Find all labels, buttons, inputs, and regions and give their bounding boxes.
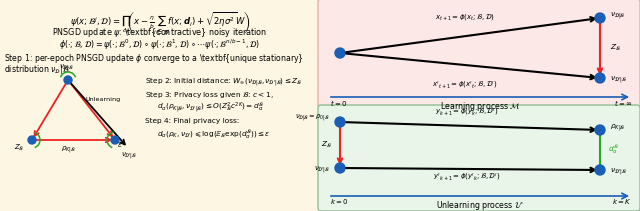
Text: $\nu_{\mathcal{D}|\mathcal{B}} = \rho_{0|\mathcal{B}}$: $\nu_{\mathcal{D}|\mathcal{B}} = \rho_{0… [295, 113, 330, 123]
Circle shape [111, 136, 119, 144]
Text: $Z_\mathcal{B}$: $Z_\mathcal{B}$ [610, 43, 621, 53]
Text: $\nu_{\mathcal{D}|\mathcal{B}}$: $\nu_{\mathcal{D}|\mathcal{B}}$ [58, 62, 74, 73]
Text: $\nu_{\mathcal{D}'|\mathcal{B}}$: $\nu_{\mathcal{D}'|\mathcal{B}}$ [610, 167, 627, 177]
Text: $\nu_{\mathcal{D}|\mathcal{B}}$: $\nu_{\mathcal{D}|\mathcal{B}}$ [610, 11, 626, 21]
Text: $k=0$: $k=0$ [330, 197, 349, 206]
Text: Step 1: per-epoch PNSGD update $\phi$ converge to a \textbf{unique stationary}: Step 1: per-epoch PNSGD update $\phi$ co… [4, 52, 304, 65]
Circle shape [595, 73, 605, 83]
Text: $Z_{\mathcal{B}}$: $Z_{\mathcal{B}}$ [13, 143, 24, 153]
Text: $\rho_{K|\mathcal{B}}$: $\rho_{K|\mathcal{B}}$ [61, 144, 76, 155]
Text: distribution $\nu_{\mathcal{D}}|\mathcal{B}$.: distribution $\nu_{\mathcal{D}}|\mathcal… [4, 63, 72, 76]
Text: Step 4: Final privacy loss:: Step 4: Final privacy loss: [145, 118, 239, 124]
Text: $k=K$: $k=K$ [612, 197, 632, 206]
Circle shape [28, 136, 36, 144]
Text: $\rho_{K|\mathcal{B}}$: $\rho_{K|\mathcal{B}}$ [610, 123, 625, 133]
Text: PNSGD update $\psi$: \textbf{contractive} noisy iteration: PNSGD update $\psi$: \textbf{contractive… [52, 26, 268, 39]
Text: $Z_\mathcal{B}$: $Z_\mathcal{B}$ [321, 140, 332, 150]
FancyBboxPatch shape [318, 105, 640, 211]
Text: Unlearning: Unlearning [86, 97, 121, 103]
Text: Unlearning process $\mathcal{U}$: Unlearning process $\mathcal{U}$ [436, 199, 524, 211]
Text: $\varepsilon$: $\varepsilon$ [117, 141, 123, 149]
Circle shape [595, 125, 605, 135]
Circle shape [64, 76, 72, 84]
Text: $\phi(\cdot;\mathcal{B},\mathcal{D}) = \psi(\cdot;\mathcal{B}^0,\mathcal{D})\cir: $\phi(\cdot;\mathcal{B},\mathcal{D}) = \… [60, 38, 260, 52]
Text: $x_{t+1} = \phi(x_t;\mathcal{B},\mathcal{D})$: $x_{t+1} = \phi(x_t;\mathcal{B},\mathcal… [435, 12, 495, 22]
Text: Learning process $\mathcal{M}$: Learning process $\mathcal{M}$ [440, 100, 520, 113]
FancyBboxPatch shape [318, 0, 640, 108]
Text: $\nu_{\mathcal{D}'|\mathcal{B}}$: $\nu_{\mathcal{D}'|\mathcal{B}}$ [121, 150, 137, 161]
Circle shape [595, 165, 605, 175]
Text: Step 2: Initial distance: $W_\infty(\nu_{\mathcal{D}|\mathcal{B}}, \nu_{\mathcal: Step 2: Initial distance: $W_\infty(\nu_… [145, 76, 303, 88]
Text: $t=0$: $t=0$ [330, 98, 348, 108]
Text: $\psi(x;\mathcal{B}^j,\mathcal{D}) = \prod_{c_R}\!\left(x - \frac{\eta}{b}\sum_{: $\psi(x;\mathcal{B}^j,\mathcal{D}) = \pr… [70, 10, 250, 37]
Text: $t=\infty$: $t=\infty$ [614, 98, 632, 108]
Text: $\nu_{\mathcal{D}'|\mathcal{B}}$: $\nu_{\mathcal{D}'|\mathcal{B}}$ [610, 75, 627, 85]
Circle shape [335, 117, 345, 127]
Circle shape [335, 163, 345, 173]
Text: $d_\alpha(\rho_{K|\mathcal{B}}, \nu_{\mathcal{D}^{\prime}|\mathcal{B}}) \leq O(Z: $d_\alpha(\rho_{K|\mathcal{B}}, \nu_{\ma… [157, 101, 264, 115]
Text: $x'_{t+1} = \phi(x'_t;\mathcal{B},\mathcal{D}')$: $x'_{t+1} = \phi(x'_t;\mathcal{B},\mathc… [432, 80, 498, 91]
Text: Step 3: Privacy loss given $\mathcal{B}$: $c < 1$,: Step 3: Privacy loss given $\mathcal{B}$… [145, 90, 274, 100]
Text: $y'_{k+1} = \phi(y'_k;\mathcal{B},\mathcal{D}')$: $y'_{k+1} = \phi(y'_k;\mathcal{B},\mathc… [433, 172, 500, 183]
Circle shape [335, 48, 345, 58]
Text: $d^\mathcal{B}_\alpha$: $d^\mathcal{B}_\alpha$ [608, 144, 619, 156]
Circle shape [595, 13, 605, 23]
Text: $\nu_{\mathcal{D}'|\mathcal{B}}$: $\nu_{\mathcal{D}'|\mathcal{B}}$ [314, 165, 330, 175]
Text: $d_\alpha(\rho_K, \nu_{\mathcal{D}^{\prime}}) \leqslant \log(\mathbb{E}_\mathcal: $d_\alpha(\rho_K, \nu_{\mathcal{D}^{\pri… [157, 129, 271, 141]
Text: $y_{k+1} = \phi(y_k;\mathcal{B},\mathcal{D}^{\prime})$: $y_{k+1} = \phi(y_k;\mathcal{B},\mathcal… [435, 107, 499, 118]
